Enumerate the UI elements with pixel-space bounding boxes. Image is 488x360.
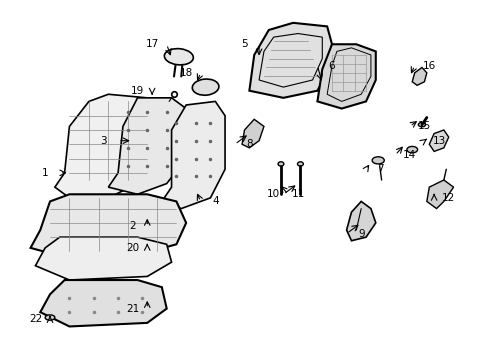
Text: 6: 6: [328, 61, 335, 71]
Polygon shape: [30, 194, 186, 258]
Text: 16: 16: [422, 61, 435, 71]
Text: 20: 20: [126, 243, 139, 253]
Text: 19: 19: [131, 86, 144, 96]
Text: 2: 2: [129, 221, 136, 231]
Polygon shape: [242, 119, 264, 148]
Polygon shape: [162, 102, 224, 208]
Ellipse shape: [417, 122, 425, 127]
Text: 18: 18: [179, 68, 192, 78]
Polygon shape: [40, 280, 166, 327]
Polygon shape: [346, 202, 375, 241]
Polygon shape: [55, 94, 157, 198]
Text: 11: 11: [291, 189, 304, 199]
Polygon shape: [317, 44, 375, 109]
Ellipse shape: [278, 162, 284, 166]
Polygon shape: [411, 67, 426, 85]
Polygon shape: [108, 98, 186, 194]
Text: 12: 12: [441, 193, 454, 203]
Ellipse shape: [371, 157, 384, 164]
Ellipse shape: [192, 79, 219, 95]
Text: 15: 15: [417, 121, 430, 131]
Text: 4: 4: [212, 197, 218, 206]
Polygon shape: [249, 23, 331, 98]
Polygon shape: [35, 237, 171, 280]
Ellipse shape: [45, 315, 55, 320]
Text: 3: 3: [100, 136, 106, 146]
Text: 7: 7: [377, 164, 383, 174]
Text: 1: 1: [42, 168, 48, 178]
Text: 21: 21: [126, 303, 139, 314]
Text: 17: 17: [145, 39, 159, 49]
Polygon shape: [426, 180, 453, 208]
Text: 5: 5: [241, 39, 247, 49]
Text: 14: 14: [403, 150, 416, 160]
Polygon shape: [428, 130, 448, 152]
Text: 22: 22: [29, 314, 42, 324]
Ellipse shape: [406, 147, 417, 153]
Ellipse shape: [164, 49, 193, 65]
Text: 9: 9: [357, 229, 364, 239]
Text: 8: 8: [245, 139, 252, 149]
Text: 10: 10: [266, 189, 280, 199]
Ellipse shape: [297, 162, 303, 166]
Text: 13: 13: [431, 136, 445, 146]
